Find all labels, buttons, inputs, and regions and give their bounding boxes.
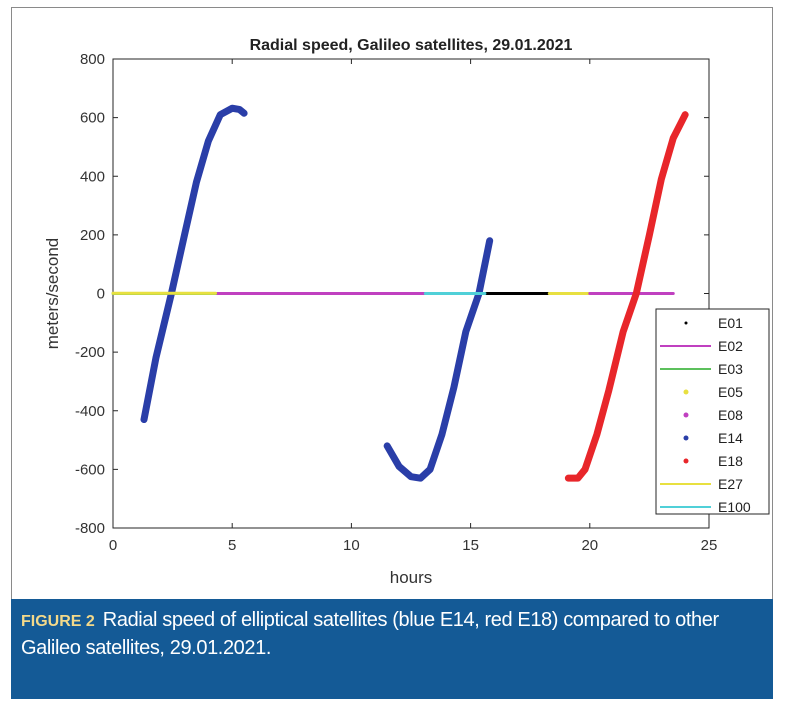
legend-label-e27: E27 <box>718 476 743 492</box>
x-tick-label: 20 <box>581 537 598 554</box>
figure-caption: FIGURE 2 Radial speed of elliptical satel… <box>11 599 773 699</box>
y-tick-label: 400 <box>80 168 105 185</box>
y-tick-label: 0 <box>97 286 105 303</box>
y-tick-label: 600 <box>80 110 105 127</box>
x-tick-label: 0 <box>109 537 117 554</box>
y-tick-label: -800 <box>75 520 105 537</box>
x-tick-label: 5 <box>228 537 236 554</box>
legend-label-e100: E100 <box>718 499 751 515</box>
chart-title: Radial speed, Galileo satellites, 29.01.… <box>250 37 573 54</box>
x-tick-label: 25 <box>701 537 718 554</box>
caption-text: Radial speed of elliptical satellites (b… <box>21 609 719 659</box>
series-e14-line <box>140 104 248 424</box>
y-axis-label: meters/second <box>43 238 62 350</box>
legend-label-e01: E01 <box>718 315 743 331</box>
legend-swatch-e08 <box>683 412 689 418</box>
x-axis-label: hours <box>390 568 433 587</box>
legend-swatch-e05 <box>683 389 689 395</box>
legend-label-e18: E18 <box>718 453 743 469</box>
series-e14-line <box>383 237 494 482</box>
legend-label-e02: E02 <box>718 338 743 354</box>
legend-box <box>655 308 770 515</box>
legend-swatch-e14 <box>683 435 689 441</box>
radial-speed-chart: Radial speed, Galileo satellites, 29.01.… <box>43 37 770 587</box>
series-e18-line <box>564 111 689 482</box>
legend-swatch-e01 <box>684 321 688 325</box>
y-tick-label: 200 <box>80 227 105 244</box>
y-tick-label: -200 <box>75 344 105 361</box>
legend-label-e08: E08 <box>718 407 743 423</box>
legend-swatch-e18 <box>683 458 689 464</box>
x-tick-label: 10 <box>343 537 360 554</box>
figure-frame: Radial speed, Galileo satellites, 29.01.… <box>11 7 773 599</box>
y-tick-label: 800 <box>80 51 105 68</box>
caption-label: FIGURE 2 <box>21 613 95 630</box>
legend-label-e14: E14 <box>718 430 743 446</box>
x-tick-label: 15 <box>462 537 479 554</box>
y-tick-label: -400 <box>75 403 105 420</box>
legend-label-e05: E05 <box>718 384 743 400</box>
legend-label-e03: E03 <box>718 361 743 377</box>
y-tick-label: -600 <box>75 461 105 478</box>
